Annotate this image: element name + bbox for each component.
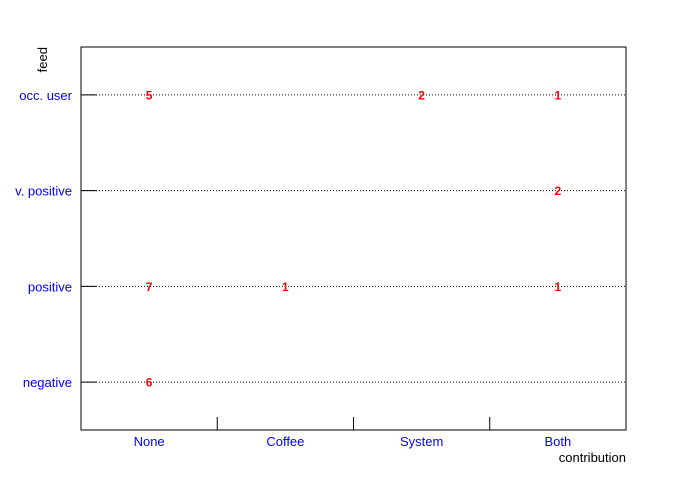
cell-value-none-positive: 7	[146, 280, 153, 294]
cell-value-both-occ-user: 1	[555, 88, 562, 102]
x-tick-label-coffee: Coffee	[266, 434, 304, 449]
x-tick-label-none: None	[134, 434, 165, 449]
cell-value-system-occ-user: 2	[418, 88, 425, 102]
cell-value-both-positive: 1	[555, 280, 562, 294]
ticks-layer	[81, 94, 491, 430]
x-tick-label-both: Both	[545, 434, 572, 449]
x-tick-label-system: System	[400, 434, 443, 449]
cell-value-coffee-positive: 1	[282, 280, 289, 294]
grid-layer	[81, 94, 626, 383]
cells-layer: 5 2 1 2 7 1 1 6	[146, 88, 562, 389]
cell-value-both-v-positive: 2	[555, 184, 562, 198]
cell-value-none-negative: 6	[146, 376, 153, 390]
labels-layer: negative positive v. positive occ. user None…	[15, 88, 571, 449]
plot-frame	[80, 46, 627, 431]
y-tick-label-occ-user: occ. user	[19, 88, 72, 103]
y-tick-label-negative: negative	[23, 375, 72, 390]
y-axis-title: feed	[35, 47, 50, 72]
cell-value-none-occ-user: 5	[146, 88, 153, 102]
x-axis-title: contribution	[559, 450, 626, 465]
y-tick-label-v-positive: v. positive	[15, 184, 72, 199]
y-tick-label-positive: positive	[28, 279, 72, 294]
